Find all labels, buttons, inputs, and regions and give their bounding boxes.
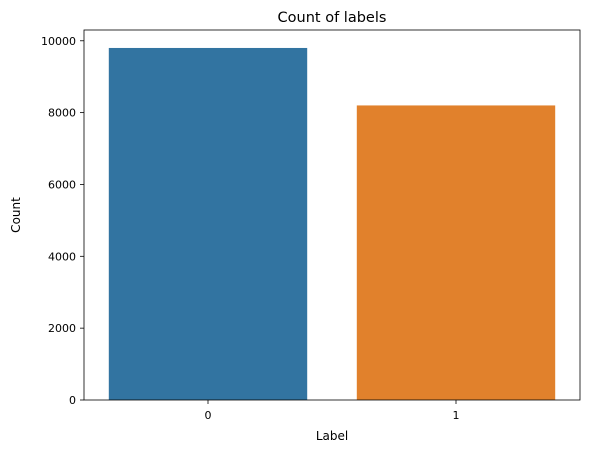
y-tick-label: 4000 <box>48 250 76 263</box>
y-axis: 0 2000 4000 6000 8000 10000 <box>41 35 84 407</box>
y-axis-label: Count <box>9 197 23 233</box>
bar-0 <box>108 47 308 400</box>
chart-title: Count of labels <box>278 10 387 26</box>
y-tick-label: 0 <box>69 394 76 407</box>
y-tick-label: 2000 <box>48 322 76 335</box>
y-tick-label: 6000 <box>48 178 76 191</box>
bars-group <box>108 47 556 400</box>
bar-1 <box>356 105 556 400</box>
x-axis-label: Label <box>316 429 348 443</box>
x-tick-label: 1 <box>453 409 460 422</box>
x-tick-label: 0 <box>205 409 212 422</box>
y-tick-label: 8000 <box>48 107 76 120</box>
y-tick-label: 10000 <box>41 35 76 48</box>
plot-frame <box>83 29 581 401</box>
